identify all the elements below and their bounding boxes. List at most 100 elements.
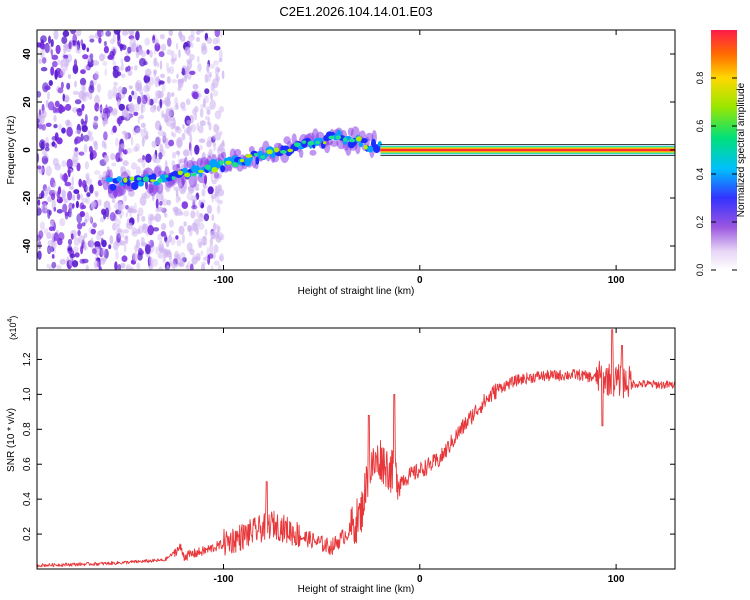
noise-blob <box>173 104 179 111</box>
noise-blob <box>171 58 176 65</box>
noise-blob <box>142 136 146 144</box>
noise-blob <box>207 186 214 195</box>
noise-blob <box>113 241 119 251</box>
noise-blob <box>52 106 57 114</box>
noise-blob <box>135 143 140 152</box>
noise-blob <box>198 125 204 134</box>
noise-blob <box>37 204 40 209</box>
noise-blob <box>167 37 172 47</box>
noise-blob <box>157 251 163 259</box>
noise-blob <box>200 250 204 256</box>
noise-blob <box>61 127 66 134</box>
x-tick-label: 100 <box>608 574 625 585</box>
colorbar-scale <box>711 30 737 270</box>
noise-blob <box>158 266 163 270</box>
noise-blob <box>155 90 162 99</box>
colorbar-ticks: 0.0 0.2 0.4 0.6 0.8 <box>695 72 737 276</box>
track-cell <box>131 181 139 190</box>
noise-blob <box>181 77 185 84</box>
y-tick-label: 0.8 <box>22 422 33 436</box>
noise-blob <box>124 55 131 62</box>
noise-blob <box>149 214 154 220</box>
noise-blob <box>217 232 224 241</box>
noise-blob <box>186 242 193 252</box>
noise-blob <box>140 50 147 58</box>
noise-blob <box>79 211 86 218</box>
track-peak <box>322 141 327 145</box>
noise-blob <box>70 233 74 240</box>
noise-blob <box>157 129 164 137</box>
noise-blob <box>137 116 140 125</box>
track-peak <box>191 172 197 177</box>
noise-blob <box>173 186 180 192</box>
noise-blob <box>219 253 224 262</box>
noise-blob <box>53 30 59 40</box>
noise-blob <box>139 114 144 120</box>
noise-blob <box>186 58 193 64</box>
noise-blob <box>51 192 56 201</box>
noise-blob <box>119 43 123 52</box>
noise-blob <box>148 255 153 266</box>
noise-blob <box>189 70 196 76</box>
noise-blob <box>219 130 223 136</box>
noise-blob <box>54 100 60 108</box>
noise-blob <box>62 30 70 37</box>
spectrogram-track <box>102 126 675 199</box>
noise-blob <box>166 67 171 74</box>
noise-blob <box>110 111 114 116</box>
noise-blob <box>53 114 57 122</box>
track-halo <box>365 132 374 141</box>
noise-blob <box>50 39 54 47</box>
track-halo <box>213 171 219 179</box>
noise-blob <box>81 204 87 210</box>
noise-blob <box>217 125 220 132</box>
noise-blob <box>37 118 40 124</box>
noise-blob <box>154 42 161 52</box>
noise-blob <box>45 99 49 108</box>
noise-blob <box>85 264 89 270</box>
noise-blob <box>120 58 124 64</box>
noise-blob <box>152 227 160 232</box>
noise-blob <box>84 120 87 126</box>
noise-blob <box>162 254 166 263</box>
track-peak <box>232 162 239 168</box>
noise-blob <box>41 57 47 64</box>
noise-blob <box>112 92 119 99</box>
noise-blob <box>192 91 199 100</box>
noise-blob <box>189 133 193 144</box>
noise-blob <box>136 95 142 105</box>
noise-blob <box>48 35 51 44</box>
noise-blob <box>94 71 100 80</box>
noise-blob <box>118 103 126 111</box>
noise-blob <box>182 124 185 129</box>
noise-blob <box>175 189 179 197</box>
noise-blob <box>158 240 164 251</box>
noise-blob <box>44 187 49 197</box>
noise-blob <box>160 223 167 231</box>
track-halo <box>220 151 227 159</box>
noise-blob <box>41 203 48 214</box>
noise-blob <box>178 49 181 59</box>
track-peak <box>294 142 301 148</box>
y-tick-label: 20 <box>22 96 33 108</box>
noise-blob <box>153 104 157 110</box>
noise-blob <box>97 106 104 111</box>
noise-blob <box>138 44 143 53</box>
noise-blob <box>123 194 128 202</box>
noise-blob <box>203 213 210 222</box>
noise-blob <box>141 215 146 222</box>
noise-blob <box>173 210 179 216</box>
noise-blob <box>213 142 216 152</box>
noise-blob <box>209 63 215 69</box>
noise-blob <box>186 126 192 136</box>
noise-blob <box>103 154 110 163</box>
track-cell <box>126 179 131 187</box>
noise-blob <box>56 190 61 199</box>
noise-blob <box>213 90 219 97</box>
noise-blob <box>125 211 128 218</box>
noise-blob <box>66 158 73 169</box>
noise-blob <box>207 73 211 83</box>
noise-blob <box>215 224 220 230</box>
noise-blob <box>46 232 52 240</box>
x-tick-label: 0 <box>417 574 423 585</box>
